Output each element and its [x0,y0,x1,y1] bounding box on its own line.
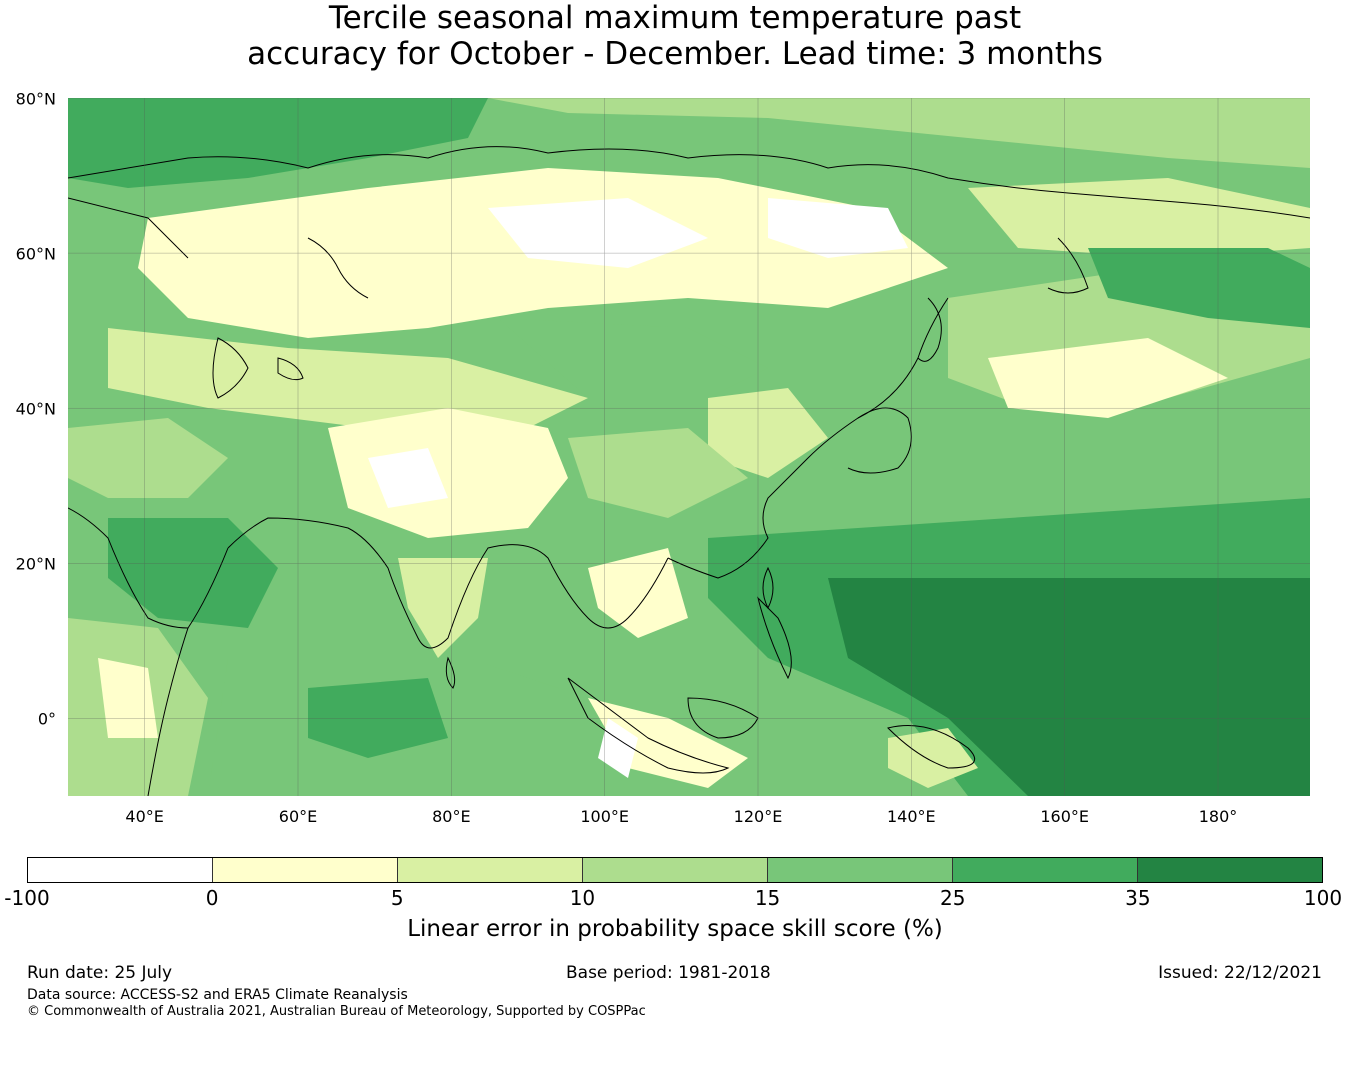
colorbar-tick-label: 25 [939,886,966,910]
lon-label: 60°E [278,807,318,826]
colorbar-label: Linear error in probability space skill … [407,916,943,942]
lon-label: 140°E [887,807,936,826]
colorbar [27,857,1323,883]
colorbar-tick-label: 5 [390,886,404,910]
colorbar-tick-label: -100 [4,886,50,910]
colorbar-segment [1138,858,1322,882]
colorbar-segment [768,858,953,882]
run-date: Run date: 25 July [27,963,173,983]
coastlines [68,146,1310,796]
base-period: Base period: 1981-2018 [566,963,771,983]
map-title: Tercile seasonal maximum temperature pas… [0,0,1350,72]
colorbar-tick-label: 100 [1303,886,1343,910]
skill-score-map [68,98,1310,796]
lon-label: 40°E [125,807,164,826]
lat-label: 20°N [15,554,56,574]
lon-label: 160°E [1040,807,1089,826]
map-title-line-1: Tercile seasonal maximum temperature pas… [328,0,1022,36]
map-canvas [68,98,1310,796]
map-title-line-2: accuracy for October - December. Lead ti… [247,36,1103,72]
data-source: Data source: ACCESS-S2 and ERA5 Climate … [27,987,408,1003]
lat-label: 60°N [15,244,56,264]
lat-label: 80°N [15,89,56,109]
copyright-notice: © Commonwealth of Australia 2021, Austra… [27,1004,646,1019]
colorbar-tick-label: 35 [1125,886,1151,910]
skill-score-field [68,98,1310,796]
colorbar-tick-label: 0 [205,886,219,910]
colorbar-tick-label: 15 [754,886,781,910]
colorbar-segment [28,858,213,882]
lon-label: 120°E [733,807,783,826]
lat-label: 40°N [15,399,56,419]
colorbar-tick-label: 10 [569,886,596,910]
colorbar-segment [953,858,1138,882]
colorbar-segment [398,858,583,882]
lon-label: 80°E [432,807,471,826]
issued-date: Issued: 22/12/2021 [1158,963,1322,983]
lon-label: 100°E [580,807,629,826]
lat-label: 0° [37,709,56,729]
lon-label: 180° [1198,807,1238,826]
colorbar-segment [213,858,398,882]
graticule [68,98,1310,796]
colorbar-segment [583,858,768,882]
